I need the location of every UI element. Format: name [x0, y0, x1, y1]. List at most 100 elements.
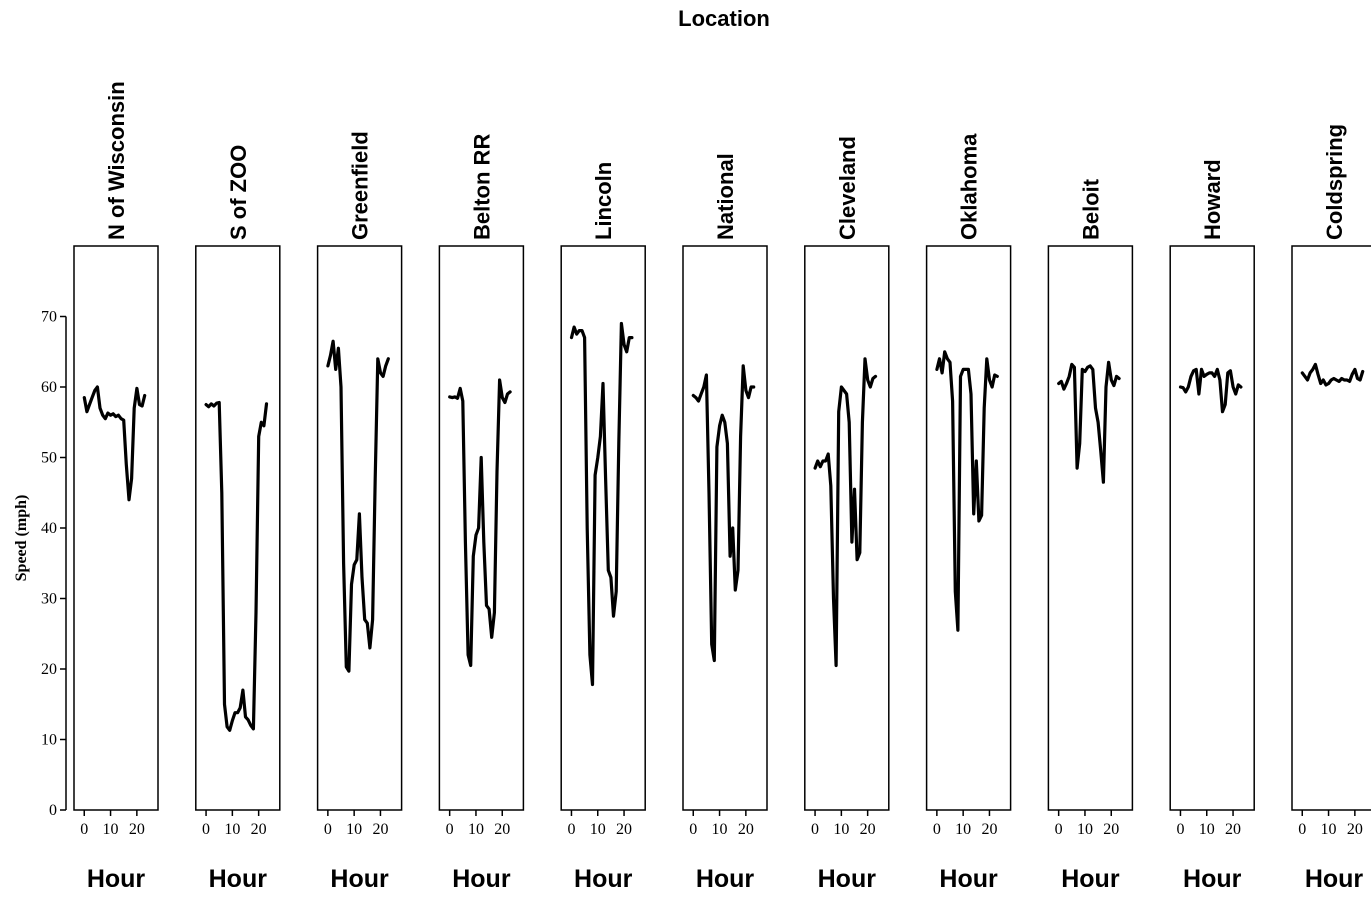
panel-howard: Howard 0 10 20 Hour [1169, 159, 1255, 893]
series-line [1057, 360, 1121, 484]
panel-title: Greenfield [348, 131, 373, 240]
panel-greenfield: Greenfield 0 10 20 Hour [316, 131, 403, 893]
series-line [82, 385, 147, 502]
x-tick-label: 20 [1347, 821, 1363, 838]
panel-title: Cleveland [835, 136, 860, 240]
x-axis-label: Hour [939, 865, 998, 893]
panel-frame [560, 245, 646, 811]
x-tick-label: 20 [129, 821, 145, 838]
x-axis-label: Hour [818, 865, 877, 893]
x-tick-label: 20 [251, 821, 267, 838]
x-tick-label: 20 [738, 821, 754, 838]
x-tick-label: 20 [616, 821, 632, 838]
x-axis-label: Hour [1061, 865, 1120, 893]
x-axis-label: Hour [452, 865, 511, 893]
x-axis-label: Hour [1305, 865, 1364, 893]
panel-s-of-zoo: S of ZOO 0 10 20 Hour [195, 145, 281, 893]
panel-title: National [713, 153, 738, 240]
series-line [448, 378, 512, 668]
x-tick-label: 20 [1225, 821, 1241, 838]
panel-frame [925, 245, 1012, 811]
x-tick-label: 0 [202, 821, 210, 838]
x-axis-label: Hour [1183, 865, 1242, 893]
panel-title: Beloit [1078, 178, 1103, 240]
x-tick-label: 10 [833, 821, 849, 838]
panel-frame [316, 245, 403, 811]
x-tick-label: 20 [1103, 821, 1119, 838]
x-tick-label: 0 [324, 821, 332, 838]
y-axis-label: Speed (mph) [13, 495, 30, 582]
series-line [691, 364, 756, 663]
panel-lincoln: Lincoln 0 10 20 Hour [560, 162, 646, 893]
panel-n-of-wisconsin: N of Wisconsin 0 10 20 Hour [73, 81, 159, 893]
x-axis-label: Hour [330, 865, 389, 893]
panel-frame [438, 245, 525, 811]
panel-frame [73, 245, 159, 811]
series-line [935, 350, 999, 632]
x-tick-label: 10 [468, 821, 484, 838]
panel-frame [1291, 245, 1371, 811]
panel-frame [682, 245, 768, 811]
x-tick-label: 0 [1176, 821, 1184, 838]
panel-national: National 0 10 20 Hour [682, 153, 768, 893]
series-line [204, 400, 269, 732]
panel-belton-rr: Belton RR 0 10 20 Hour [438, 134, 525, 893]
y-tick-label: 0 [49, 802, 57, 819]
x-tick-label: 10 [712, 821, 728, 838]
panel-frame [1047, 245, 1134, 811]
y-tick-label: 20 [41, 661, 57, 678]
chart-title: Location [678, 6, 770, 31]
x-tick-label: 0 [1055, 821, 1063, 838]
panel-title: Belton RR [469, 134, 494, 240]
panel-cleveland: Cleveland 0 10 20 Hour [804, 136, 890, 893]
panel-frame [804, 245, 890, 811]
series-line [326, 339, 390, 673]
x-axis-label: Hour [574, 865, 633, 893]
x-tick-label: 0 [80, 821, 88, 838]
panel-oklahoma: Oklahoma 0 10 20 Hour [925, 133, 1012, 893]
y-axis: 0 10 20 30 40 50 60 70 [41, 309, 67, 819]
x-tick-label: 0 [567, 821, 575, 838]
panel-title: S of ZOO [226, 145, 251, 240]
panel-title: Coldspring [1322, 124, 1347, 240]
x-tick-label: 0 [933, 821, 941, 838]
x-tick-label: 10 [1199, 821, 1215, 838]
y-tick-label: 10 [41, 732, 57, 749]
series-line [1178, 367, 1243, 414]
x-tick-label: 10 [224, 821, 240, 838]
x-tick-label: 10 [590, 821, 606, 838]
x-tick-label: 10 [955, 821, 971, 838]
y-tick-label: 40 [41, 520, 57, 537]
series-line [813, 357, 878, 668]
y-tick-label: 50 [41, 450, 57, 467]
x-tick-label: 0 [1298, 821, 1306, 838]
panel-title: N of Wisconsin [104, 81, 129, 240]
series-line [569, 321, 634, 687]
panel-frame [1169, 245, 1255, 811]
x-tick-label: 10 [1321, 821, 1337, 838]
x-tick-label: 10 [1077, 821, 1093, 838]
panel-beloit: Beloit 0 10 20 Hour [1047, 178, 1134, 893]
x-tick-label: 10 [346, 821, 362, 838]
panel-coldspring: Coldspring 0 10 20 Hour [1291, 124, 1371, 893]
x-axis-label: Hour [209, 865, 268, 893]
x-tick-label: 0 [689, 821, 697, 838]
panel-title: Lincoln [591, 162, 616, 240]
x-tick-label: 20 [860, 821, 876, 838]
panel-title: Howard [1200, 159, 1225, 240]
y-tick-label: 30 [41, 591, 57, 608]
panel-frame [195, 245, 281, 811]
y-tick-label: 70 [41, 309, 57, 326]
x-tick-label: 0 [446, 821, 454, 838]
x-tick-label: 20 [372, 821, 388, 838]
panel-title: Oklahoma [957, 133, 982, 240]
series-line [1300, 362, 1365, 387]
x-tick-label: 10 [103, 821, 119, 838]
x-tick-label: 20 [494, 821, 510, 838]
x-axis-label: Hour [87, 865, 146, 893]
panels: N of Wisconsin 0 10 20 Hour S of ZOO 0 10 20 Hour… [73, 81, 1371, 893]
y-tick-label: 60 [41, 379, 57, 396]
x-tick-label: 0 [811, 821, 819, 838]
x-axis-label: Hour [696, 865, 755, 893]
